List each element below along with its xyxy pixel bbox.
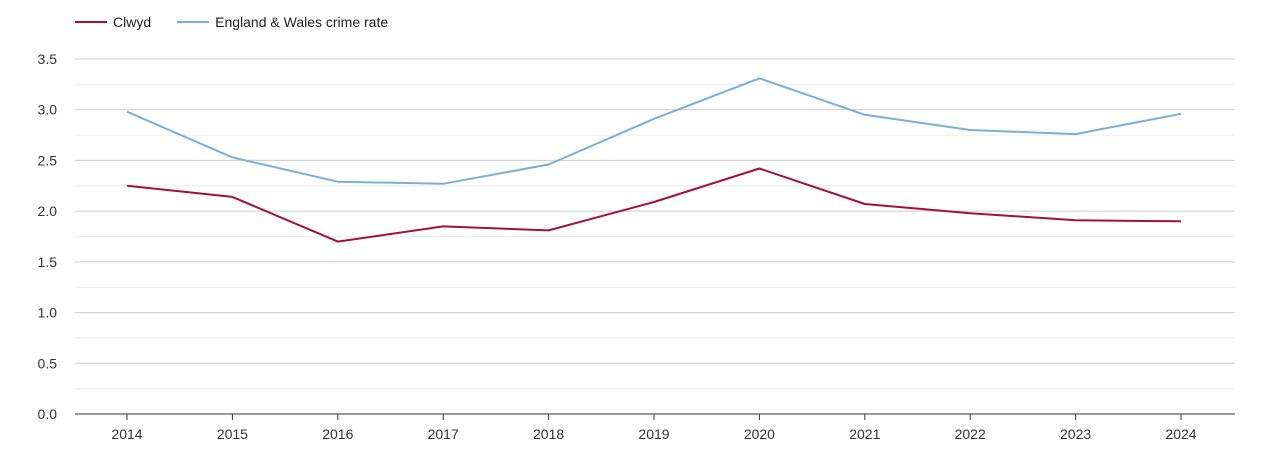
legend-label-clwyd: Clwyd	[113, 14, 152, 30]
legend-swatch-clwyd	[75, 21, 107, 23]
y-tick-label: 1.5	[38, 254, 58, 270]
legend-item-england-wales: England & Wales crime rate	[177, 14, 388, 30]
series-line-england-wales-crime-rate	[126, 77, 1182, 185]
legend-item-clwyd: Clwyd	[75, 14, 151, 30]
y-tick-label: 2.5	[38, 152, 58, 168]
x-tick-label: 2016	[322, 426, 353, 442]
x-tick-label: 2018	[533, 426, 564, 442]
legend-swatch-england-wales	[177, 21, 210, 23]
x-tick-label: 2020	[744, 426, 775, 442]
x-tick-label: 2024	[1165, 426, 1196, 442]
y-tick-label: 2.0	[38, 203, 58, 219]
y-tick-label: 3.5	[38, 51, 58, 67]
legend: Clwyd England & Wales crime rate	[75, 14, 414, 30]
x-tick-label: 2014	[111, 426, 142, 442]
x-tick-label: 2023	[1060, 426, 1091, 442]
x-tick-label: 2021	[849, 426, 880, 442]
x-tick-label: 2017	[428, 426, 459, 442]
y-tick-label: 0.0	[38, 406, 58, 422]
y-tick-label: 3.0	[38, 102, 58, 118]
legend-label-england-wales: England & Wales crime rate	[215, 14, 389, 30]
y-tick-label: 1.0	[38, 305, 58, 321]
y-tick-label: 0.5	[38, 355, 58, 371]
series-line-clwyd	[126, 167, 1182, 243]
x-tick-label: 2015	[217, 426, 248, 442]
x-tick-label: 2019	[638, 426, 669, 442]
x-tick-label: 2022	[955, 426, 986, 442]
